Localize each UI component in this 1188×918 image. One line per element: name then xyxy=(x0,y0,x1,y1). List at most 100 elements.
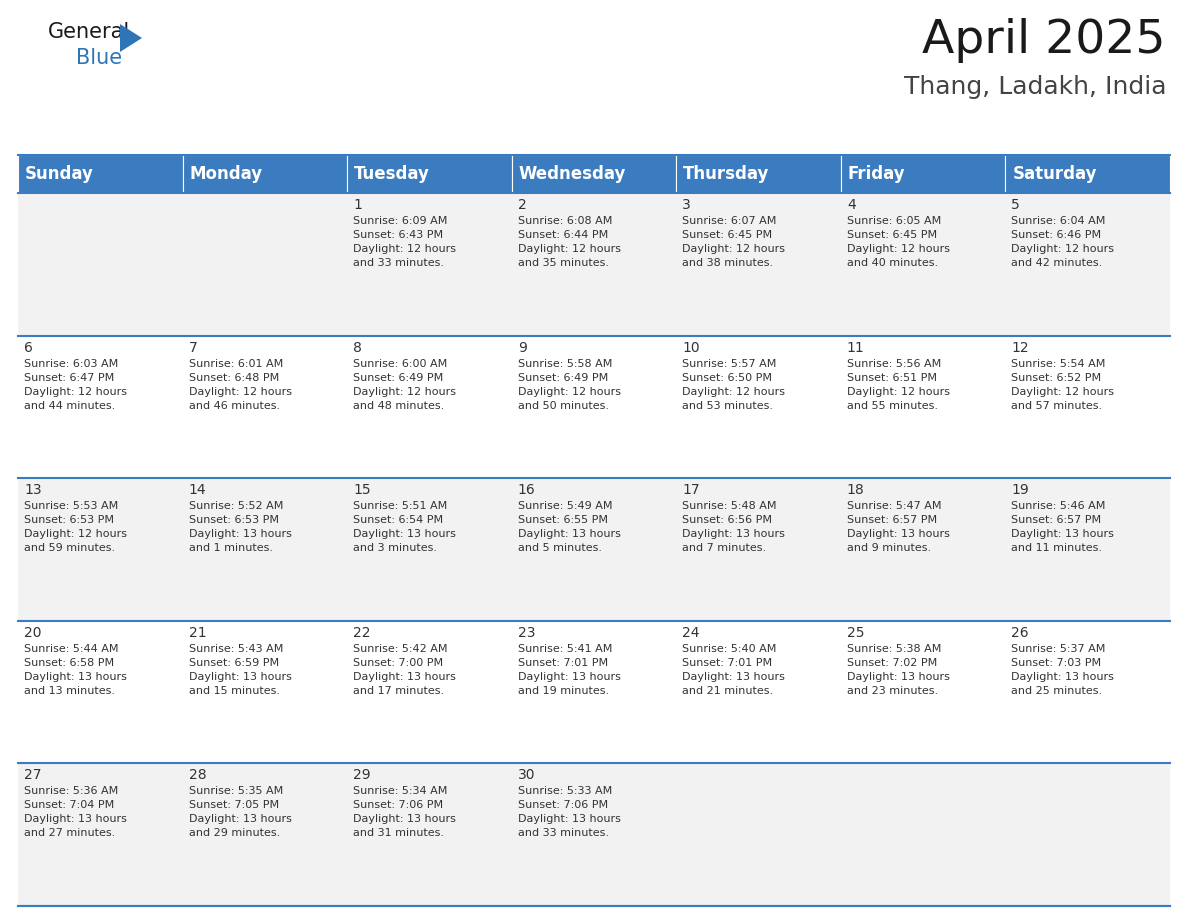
Bar xyxy=(512,193,676,336)
Text: Sunrise: 6:05 AM: Sunrise: 6:05 AM xyxy=(847,216,941,226)
Text: Sunset: 7:04 PM: Sunset: 7:04 PM xyxy=(24,800,114,811)
Text: Sunset: 6:49 PM: Sunset: 6:49 PM xyxy=(353,373,443,383)
Text: Daylight: 13 hours: Daylight: 13 hours xyxy=(518,529,620,539)
Bar xyxy=(512,155,676,193)
Text: 1: 1 xyxy=(353,198,362,212)
Text: Sunrise: 6:07 AM: Sunrise: 6:07 AM xyxy=(682,216,777,226)
Text: 30: 30 xyxy=(518,768,536,782)
Text: Daylight: 13 hours: Daylight: 13 hours xyxy=(189,814,291,824)
Text: Sunset: 6:45 PM: Sunset: 6:45 PM xyxy=(847,230,937,240)
Text: Daylight: 12 hours: Daylight: 12 hours xyxy=(847,244,950,254)
Text: Sunset: 6:58 PM: Sunset: 6:58 PM xyxy=(24,658,114,667)
Text: 12: 12 xyxy=(1011,341,1029,354)
Text: Daylight: 12 hours: Daylight: 12 hours xyxy=(353,386,456,397)
Text: and 25 minutes.: and 25 minutes. xyxy=(1011,686,1102,696)
Bar xyxy=(183,193,347,336)
Text: Sunrise: 6:08 AM: Sunrise: 6:08 AM xyxy=(518,216,612,226)
Text: 25: 25 xyxy=(847,626,865,640)
Text: Sunrise: 5:48 AM: Sunrise: 5:48 AM xyxy=(682,501,777,511)
Bar xyxy=(841,193,1005,336)
Text: Sunset: 7:06 PM: Sunset: 7:06 PM xyxy=(518,800,608,811)
Text: 10: 10 xyxy=(682,341,700,354)
Text: and 33 minutes.: and 33 minutes. xyxy=(353,258,444,268)
Text: 3: 3 xyxy=(682,198,691,212)
Text: and 42 minutes.: and 42 minutes. xyxy=(1011,258,1102,268)
Text: Thang, Ladakh, India: Thang, Ladakh, India xyxy=(904,75,1165,99)
Bar xyxy=(1005,478,1170,621)
Text: 2: 2 xyxy=(518,198,526,212)
Text: 22: 22 xyxy=(353,626,371,640)
Bar xyxy=(1005,155,1170,193)
Text: Sunrise: 5:34 AM: Sunrise: 5:34 AM xyxy=(353,787,448,797)
Bar xyxy=(18,155,183,193)
Text: April 2025: April 2025 xyxy=(923,18,1165,63)
Text: Sunrise: 5:49 AM: Sunrise: 5:49 AM xyxy=(518,501,612,511)
Text: and 55 minutes.: and 55 minutes. xyxy=(847,400,937,410)
Text: Daylight: 13 hours: Daylight: 13 hours xyxy=(847,529,949,539)
Text: and 40 minutes.: and 40 minutes. xyxy=(847,258,939,268)
Text: Sunrise: 5:47 AM: Sunrise: 5:47 AM xyxy=(847,501,941,511)
Text: and 57 minutes.: and 57 minutes. xyxy=(1011,400,1102,410)
Text: Daylight: 13 hours: Daylight: 13 hours xyxy=(24,672,127,682)
Text: Daylight: 12 hours: Daylight: 12 hours xyxy=(682,244,785,254)
Text: Daylight: 12 hours: Daylight: 12 hours xyxy=(24,386,127,397)
Text: Sunrise: 5:41 AM: Sunrise: 5:41 AM xyxy=(518,644,612,654)
Text: Daylight: 13 hours: Daylight: 13 hours xyxy=(518,672,620,682)
Text: Sunrise: 6:04 AM: Sunrise: 6:04 AM xyxy=(1011,216,1106,226)
Bar xyxy=(512,621,676,764)
Text: Daylight: 12 hours: Daylight: 12 hours xyxy=(682,386,785,397)
Text: Sunset: 6:59 PM: Sunset: 6:59 PM xyxy=(189,658,279,667)
Bar xyxy=(183,155,347,193)
Text: Sunset: 6:55 PM: Sunset: 6:55 PM xyxy=(518,515,608,525)
Bar xyxy=(347,621,512,764)
Bar xyxy=(676,336,841,478)
Text: Sunset: 7:06 PM: Sunset: 7:06 PM xyxy=(353,800,443,811)
Text: Daylight: 12 hours: Daylight: 12 hours xyxy=(353,244,456,254)
Text: Sunset: 6:48 PM: Sunset: 6:48 PM xyxy=(189,373,279,383)
Text: Sunrise: 5:33 AM: Sunrise: 5:33 AM xyxy=(518,787,612,797)
Text: and 38 minutes.: and 38 minutes. xyxy=(682,258,773,268)
Text: Sunset: 6:44 PM: Sunset: 6:44 PM xyxy=(518,230,608,240)
Text: Sunrise: 6:03 AM: Sunrise: 6:03 AM xyxy=(24,359,119,369)
Bar xyxy=(18,621,183,764)
Text: Daylight: 13 hours: Daylight: 13 hours xyxy=(682,672,785,682)
Text: Sunrise: 5:43 AM: Sunrise: 5:43 AM xyxy=(189,644,283,654)
Bar xyxy=(183,621,347,764)
Text: 19: 19 xyxy=(1011,483,1029,498)
Text: and 27 minutes.: and 27 minutes. xyxy=(24,828,115,838)
Text: 28: 28 xyxy=(189,768,207,782)
Text: and 21 minutes.: and 21 minutes. xyxy=(682,686,773,696)
Bar xyxy=(841,621,1005,764)
Bar xyxy=(841,155,1005,193)
Text: and 9 minutes.: and 9 minutes. xyxy=(847,543,931,554)
Text: Sunrise: 5:37 AM: Sunrise: 5:37 AM xyxy=(1011,644,1106,654)
Text: Sunrise: 5:54 AM: Sunrise: 5:54 AM xyxy=(1011,359,1106,369)
Text: and 29 minutes.: and 29 minutes. xyxy=(189,828,280,838)
Text: and 17 minutes.: and 17 minutes. xyxy=(353,686,444,696)
Bar xyxy=(347,193,512,336)
Text: Sunrise: 5:52 AM: Sunrise: 5:52 AM xyxy=(189,501,283,511)
Text: 21: 21 xyxy=(189,626,207,640)
Text: 8: 8 xyxy=(353,341,362,354)
Text: 9: 9 xyxy=(518,341,526,354)
Text: Daylight: 13 hours: Daylight: 13 hours xyxy=(189,529,291,539)
Text: Sunrise: 5:42 AM: Sunrise: 5:42 AM xyxy=(353,644,448,654)
Text: Sunset: 6:43 PM: Sunset: 6:43 PM xyxy=(353,230,443,240)
Text: Sunset: 7:03 PM: Sunset: 7:03 PM xyxy=(1011,658,1101,667)
Bar xyxy=(18,336,183,478)
Bar xyxy=(183,478,347,621)
Text: and 46 minutes.: and 46 minutes. xyxy=(189,400,279,410)
Text: and 23 minutes.: and 23 minutes. xyxy=(847,686,939,696)
Text: Monday: Monday xyxy=(190,165,263,183)
Text: Sunset: 6:53 PM: Sunset: 6:53 PM xyxy=(24,515,114,525)
Text: Tuesday: Tuesday xyxy=(354,165,430,183)
Text: 20: 20 xyxy=(24,626,42,640)
Text: and 35 minutes.: and 35 minutes. xyxy=(518,258,608,268)
Text: 27: 27 xyxy=(24,768,42,782)
Text: 26: 26 xyxy=(1011,626,1029,640)
Text: and 13 minutes.: and 13 minutes. xyxy=(24,686,115,696)
Text: 11: 11 xyxy=(847,341,865,354)
Text: Sunset: 7:01 PM: Sunset: 7:01 PM xyxy=(682,658,772,667)
Text: 7: 7 xyxy=(189,341,197,354)
Bar xyxy=(347,764,512,906)
